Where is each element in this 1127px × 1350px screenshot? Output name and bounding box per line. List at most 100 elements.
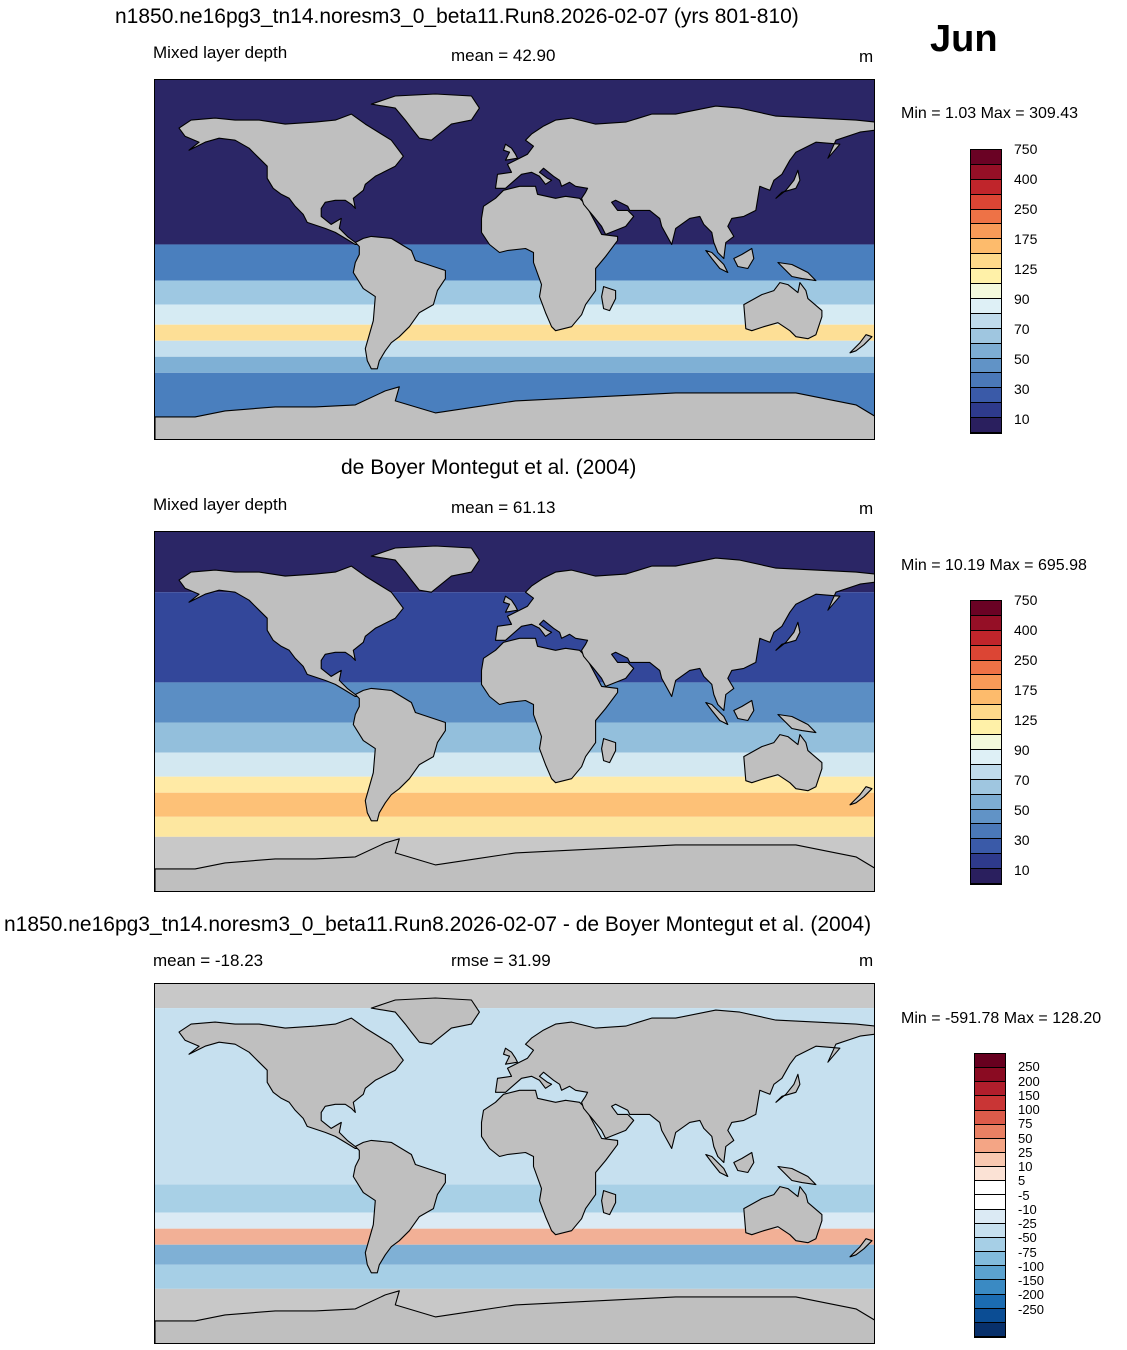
colorbar-swatch: [971, 809, 1001, 825]
colorbar-swatch: [971, 254, 1001, 270]
panel1-units: m: [859, 47, 874, 66]
landmass-eurasia: [494, 557, 874, 712]
panel3-title: n1850.ne16pg3_tn14.noresm3_0_beta11.Run8…: [4, 913, 872, 936]
colorbar-swatch: [971, 224, 1001, 240]
landmass-africa: [480, 1089, 619, 1236]
colorbar-tick-label: 5: [1018, 1173, 1026, 1189]
landmass-japan: [775, 621, 801, 651]
colorbar-tick-label: 100: [1018, 1102, 1040, 1117]
colorbar-swatch: [971, 313, 1001, 329]
panel1-minmax: Min = 1.03 Max = 309.43: [901, 105, 1078, 122]
landmass-uk: [502, 143, 519, 161]
colorbar-swatch: [975, 1110, 1005, 1125]
panel2-colorbar: [970, 600, 1002, 885]
colorbar-tick-label: 30: [1014, 832, 1030, 848]
colorbar-swatch: [971, 150, 1001, 165]
ocean-band: [155, 244, 874, 281]
colorbar-swatch: [971, 418, 1001, 433]
month-label: Jun: [930, 18, 998, 60]
colorbar-swatch: [971, 343, 1001, 359]
colorbar-tick-label: 30: [1014, 381, 1030, 397]
ocean-band: [155, 356, 874, 373]
colorbar-tick-label: 50: [1014, 802, 1030, 818]
colorbar-swatch: [971, 735, 1001, 750]
world-map-svg: [155, 984, 874, 1343]
colorbar-swatch: [971, 209, 1001, 225]
colorbar-tick-label: 175: [1014, 682, 1038, 698]
colorbar-swatch: [971, 358, 1001, 374]
colorbar-swatch: [975, 1167, 1005, 1182]
colorbar-swatch: [971, 675, 1001, 691]
colorbar-tick-label: 25: [1018, 1144, 1033, 1160]
ocean-band: [155, 1212, 874, 1229]
colorbar-swatch: [971, 373, 1001, 389]
landmass-sumatra: [705, 249, 729, 274]
landmass-madagascar: [601, 1190, 617, 1216]
colorbar-swatch: [975, 1153, 1005, 1168]
colorbar-tick-label: 70: [1014, 772, 1030, 788]
colorbar-swatch: [971, 630, 1001, 646]
colorbar-swatch: [971, 824, 1001, 840]
colorbar-tick-label: -5: [1018, 1187, 1030, 1203]
colorbar-tick-label: 50: [1018, 1130, 1033, 1146]
landmass-antarctica: [155, 1290, 874, 1343]
colorbar-swatch: [975, 1181, 1005, 1196]
landmass-sumatra: [705, 701, 729, 726]
colorbar-swatch: [971, 720, 1001, 736]
colorbar-swatch: [971, 660, 1001, 676]
landmass-uk: [502, 1047, 519, 1065]
landmass-africa: [480, 185, 619, 332]
colorbar-swatch: [971, 328, 1001, 344]
landmass-greenland: [370, 997, 480, 1045]
colorbar-swatch: [975, 1252, 1005, 1267]
landmass-eurasia: [494, 105, 874, 260]
panel2-minmax: Min = 10.19 Max = 695.98: [901, 557, 1087, 574]
colorbar-tick-label: -25: [1018, 1216, 1037, 1231]
ocean-band: [155, 816, 874, 837]
colorbar-swatch: [975, 1209, 1005, 1224]
ocean-band: [155, 1264, 874, 1289]
landmass-newGuinea: [777, 713, 817, 734]
panel3-colorbar: [974, 1053, 1006, 1338]
colorbar-tick-label: 75: [1018, 1116, 1033, 1132]
colorbar-swatch: [975, 1068, 1005, 1083]
colorbar-swatch: [971, 869, 1001, 884]
colorbar-swatch: [971, 839, 1001, 855]
landmass-nz: [849, 334, 873, 354]
colorbar-tick-label: -10: [1018, 1201, 1037, 1217]
panel3-map: [154, 983, 875, 1344]
landmass-africa: [480, 637, 619, 784]
colorbar-swatch: [971, 645, 1001, 661]
landmass-greenland: [370, 93, 480, 141]
landmass-sumatra: [705, 1153, 729, 1178]
colorbar-tick-label: 50: [1014, 351, 1030, 367]
landmass-madagascar: [601, 286, 617, 312]
colorbar-swatch: [971, 298, 1001, 314]
landmass-antarctica: [155, 386, 874, 439]
colorbar-tick-label: 10: [1018, 1159, 1033, 1174]
colorbar-swatch: [971, 284, 1001, 299]
landmass-southAmerica: [352, 1139, 446, 1274]
panel2-map: [154, 531, 875, 892]
ocean-band: [155, 1244, 874, 1265]
colorbar-swatch: [971, 403, 1001, 419]
ocean-band: [155, 776, 874, 793]
panel1-mean: mean = 42.90: [451, 46, 556, 65]
colorbar-swatch: [971, 601, 1001, 616]
colorbar-swatch: [975, 1054, 1005, 1069]
landmass-newGuinea: [777, 1165, 817, 1186]
colorbar-swatch: [975, 1082, 1005, 1097]
colorbar-swatch: [971, 794, 1001, 810]
ocean-band: [155, 340, 874, 357]
colorbar-swatch: [971, 194, 1001, 210]
landmass-northAmerica: [178, 113, 404, 246]
colorbar-swatch: [975, 1124, 1005, 1139]
landmass-antarctica: [155, 838, 874, 891]
panel3-minmax: Min = -591.78 Max = 128.20: [901, 1010, 1102, 1027]
panel3-units: m: [859, 951, 874, 970]
colorbar-swatch: [971, 705, 1001, 721]
landmass-greenland: [370, 545, 480, 593]
colorbar-tick-label: 400: [1014, 171, 1038, 187]
colorbar-swatch: [971, 239, 1001, 255]
colorbar-swatch: [975, 1266, 1005, 1281]
